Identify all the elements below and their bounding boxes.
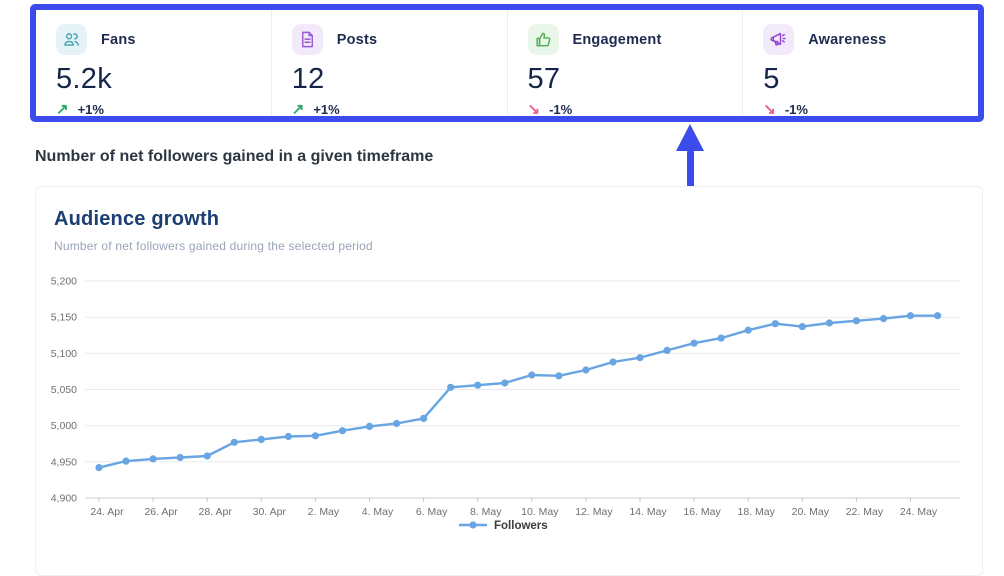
stat-label: Engagement [572,31,662,48]
y-axis-label: 4,950 [51,456,77,468]
data-point[interactable] [555,372,563,380]
x-axis-label: 20. May [792,506,830,518]
stat-change: -1% [549,102,573,117]
stat-value: 5 [763,63,780,95]
data-point[interactable] [95,464,103,472]
y-axis-label: 5,050 [51,384,77,396]
data-point[interactable] [393,419,401,428]
data-point[interactable] [717,334,725,342]
data-point[interactable] [852,317,861,325]
x-axis-label: 26. Apr [144,506,178,518]
data-point[interactable] [203,452,211,460]
x-axis-label: 24. Apr [90,506,124,518]
trend-up-icon: ↗ [291,101,305,118]
document-icon [291,24,323,55]
data-point[interactable] [934,312,942,320]
data-point[interactable] [311,432,319,440]
data-point[interactable] [825,319,834,327]
legend-dot-marker [469,521,477,529]
audience-growth-chart[interactable]: 4,900 4,950 5,000 5,050 5,100 5,150 5,200 24. A… [30,260,990,537]
data-point[interactable] [447,383,455,391]
data-point[interactable] [284,432,292,441]
chart-subtitle: Number of net followers gained during th… [54,239,373,253]
trend-up-icon: ↗ [56,101,69,118]
stats-highlight-box: Fans 5.2k ↗ +1% Posts 12 ↗ +1% [30,4,984,122]
data-point[interactable] [636,354,644,362]
data-point[interactable] [338,427,347,435]
data-point[interactable] [663,346,671,354]
data-point[interactable] [420,414,428,422]
data-point[interactable] [528,371,536,379]
y-axis-label: 5,200 [51,276,77,288]
data-point[interactable] [257,435,265,443]
thumbs-up-icon [527,24,559,55]
data-point[interactable] [609,358,617,366]
data-point[interactable] [744,326,752,334]
x-axis-label: 22. May [846,506,884,518]
x-axis-label: 6. May [416,506,448,518]
followers-line[interactable] [97,314,939,469]
x-axis-label: 28. Apr [199,506,233,518]
x-axis-label: 2. May [308,506,340,518]
stat-value: 12 [291,63,325,95]
x-axis-label: 30. Apr [253,506,287,518]
stat-change: +1% [313,102,340,117]
data-point[interactable] [230,438,238,446]
y-axis-label: 5,100 [51,348,77,360]
stat-change: +1% [77,102,104,117]
trend-down-icon: ↘ [763,101,776,118]
trend-down-icon: ↘ [527,101,541,118]
data-point[interactable] [906,312,915,320]
data-point[interactable] [149,455,157,463]
x-axis-label: 16. May [683,506,721,518]
megaphone-icon [763,24,795,55]
x-axis-label: 10. May [521,506,559,518]
stat-change: -1% [784,102,808,117]
data-point[interactable] [474,381,482,389]
legend-followers[interactable]: Followers [494,520,548,532]
x-axis-label: 18. May [738,506,776,518]
data-point[interactable] [365,422,374,430]
data-point[interactable] [501,379,509,387]
chart-title: Audience growth [54,208,220,230]
x-axis-label: 14. May [629,506,667,518]
stat-card-fans[interactable]: Fans 5.2k ↗ +1% [36,10,271,118]
x-axis-label: 8. May [470,506,502,518]
y-axis-label: 4,900 [51,493,77,505]
y-axis-label: 5,000 [51,420,77,432]
stat-card-awareness[interactable]: Awareness 5 ↘ -1% [742,10,978,118]
x-axis-label: 12. May [575,506,613,518]
data-point[interactable] [771,320,779,328]
stat-label: Fans [101,31,136,48]
stat-value: 5.2k [56,63,113,95]
stat-label: Posts [336,31,378,48]
x-axis-label: 4. May [362,506,394,518]
y-axis-label: 5,150 [51,312,77,324]
section-heading: Number of net followers gained in a give… [35,148,434,165]
data-point[interactable] [879,315,888,323]
data-point[interactable] [690,339,698,347]
arrow-head [676,124,704,151]
data-point[interactable] [176,453,184,462]
stat-label: Awareness [808,31,887,48]
users-icon [56,24,87,55]
stat-value: 57 [527,63,561,95]
data-point[interactable] [798,323,806,331]
stat-card-engagement[interactable]: Engagement 57 ↘ -1% [506,10,743,118]
data-point[interactable] [122,457,130,465]
stat-card-posts[interactable]: Posts 12 ↗ +1% [270,10,507,118]
x-axis-label: 24. May [900,506,938,518]
data-point[interactable] [582,366,590,374]
